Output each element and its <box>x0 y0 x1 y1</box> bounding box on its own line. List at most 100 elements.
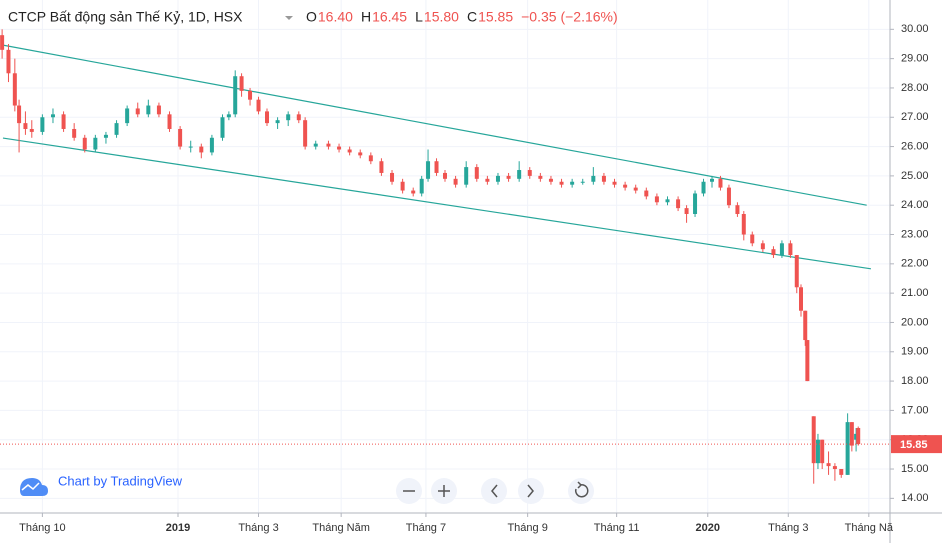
candle-body <box>248 90 253 100</box>
candle-body <box>233 76 238 115</box>
candle-body <box>50 114 55 118</box>
candle-body <box>125 108 130 124</box>
candle-body <box>275 120 280 124</box>
candle-body <box>760 243 765 250</box>
watermark[interactable]: Chart by TradingView <box>20 473 183 496</box>
ohlc-key: O <box>306 9 317 25</box>
candle-body <box>665 199 670 203</box>
candle-body <box>114 123 119 135</box>
ohlc-key: H <box>361 9 371 25</box>
candle-body <box>443 172 447 179</box>
candle-body <box>313 143 318 147</box>
x-tick-label: Tháng 9 <box>507 522 547 534</box>
candle-body <box>788 243 793 256</box>
y-tick-label: 19.00 <box>901 346 929 358</box>
y-tick-label: 17.00 <box>901 404 929 416</box>
candle-body <box>811 416 816 464</box>
candle-body <box>379 161 384 173</box>
candle-body <box>517 170 522 179</box>
candle-body <box>845 422 850 475</box>
candle-body <box>815 439 820 464</box>
y-tick-label: 28.00 <box>901 82 929 94</box>
candle-body <box>178 128 183 147</box>
candle-body <box>6 49 11 74</box>
y-tick-label: 18.00 <box>901 375 929 387</box>
candle-body <box>538 175 543 179</box>
plot <box>0 29 890 484</box>
candle-body <box>326 143 331 147</box>
ohlc-value: 15.80 <box>424 9 459 25</box>
scroll-left[interactable] <box>481 478 507 504</box>
candle-body <box>718 178 723 188</box>
candle-body <box>12 73 17 106</box>
ohlc-value: 15.85 <box>478 9 513 25</box>
candle-body <box>474 167 479 179</box>
channel-line <box>2 44 867 206</box>
candle-body <box>296 114 301 121</box>
y-tick-label: 25.00 <box>901 170 929 182</box>
candle-body <box>601 175 606 182</box>
candle-body <box>265 111 269 124</box>
channel-line <box>2 137 872 270</box>
x-tick-label: Tháng 7 <box>406 522 446 534</box>
candle-body <box>188 146 193 148</box>
candle-body <box>676 199 681 209</box>
candle-body <box>337 146 342 150</box>
credit: Chart by TradingView <box>58 473 183 488</box>
candle-body <box>633 187 638 191</box>
y-tick-label: 29.00 <box>901 53 929 65</box>
axes: 14.0015.0016.0017.0018.0019.0020.0021.00… <box>19 23 942 534</box>
candle-body <box>426 161 431 179</box>
y-tick-label: 23.00 <box>901 228 929 240</box>
candle-body <box>453 178 458 185</box>
candle-body <box>411 190 416 194</box>
y-tick-label: 27.00 <box>901 111 929 123</box>
candle-body <box>347 149 352 153</box>
candle-body <box>726 187 731 206</box>
candle-body <box>654 196 659 203</box>
candle-body <box>390 172 395 182</box>
candle-body <box>0 35 5 50</box>
reset[interactable] <box>568 478 594 504</box>
candle-body <box>199 146 204 153</box>
candle-body <box>220 117 225 138</box>
candle-body <box>771 249 776 256</box>
candle-body <box>29 128 34 132</box>
last-price-tag <box>891 435 942 454</box>
ohlc-value: 16.45 <box>372 9 407 25</box>
candle-body <box>93 137 98 150</box>
candle-body <box>23 123 28 129</box>
candle-body <box>854 433 859 440</box>
candle-body <box>434 161 439 173</box>
candle-body <box>735 205 740 214</box>
y-tick-label: 20.00 <box>901 316 929 328</box>
y-tick-label: 21.00 <box>901 287 929 299</box>
candle-body <box>591 175 596 182</box>
change: −0.35 (−2.16%) <box>521 9 618 25</box>
dropdown-icon[interactable] <box>285 16 293 20</box>
candle-body <box>72 128 77 138</box>
x-tick-label: 2020 <box>696 522 720 534</box>
x-tick-label: Tháng Nă <box>845 522 894 534</box>
candle-body <box>684 208 689 214</box>
candle-body <box>750 234 755 244</box>
candle-body <box>779 243 784 256</box>
candle-body <box>799 287 803 311</box>
candle-body <box>559 181 564 185</box>
candle-body <box>464 167 469 185</box>
candle-body <box>701 181 706 194</box>
candle-body <box>580 181 585 183</box>
scroll-right[interactable] <box>518 478 544 504</box>
y-tick-label: 14.00 <box>901 492 929 504</box>
candle-body <box>286 114 291 121</box>
candle-body <box>832 466 837 470</box>
candle-body <box>856 427 861 445</box>
candle-body <box>358 152 363 156</box>
candle-body <box>419 178 424 194</box>
last-price-label: 15.85 <box>900 439 928 451</box>
candle-body <box>495 175 500 182</box>
candle-body <box>612 181 617 185</box>
